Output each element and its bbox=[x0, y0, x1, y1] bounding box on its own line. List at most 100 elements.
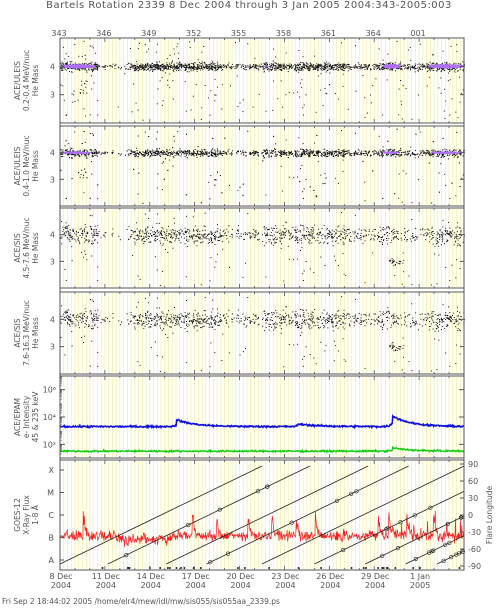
data-point bbox=[237, 65, 239, 67]
data-point bbox=[105, 232, 107, 234]
data-point bbox=[130, 149, 132, 151]
data-point bbox=[339, 153, 341, 155]
data-point bbox=[152, 151, 154, 153]
data-point bbox=[163, 69, 165, 70]
density-core-mark bbox=[92, 65, 94, 68]
data-point bbox=[185, 65, 187, 67]
data-point bbox=[290, 151, 292, 153]
data-point bbox=[157, 67, 159, 69]
data-point bbox=[175, 235, 177, 237]
data-point bbox=[146, 64, 148, 66]
data-point bbox=[283, 150, 285, 152]
data-point bbox=[443, 153, 445, 155]
data-point bbox=[172, 152, 174, 154]
data-point bbox=[382, 149, 384, 151]
data-point bbox=[215, 68, 217, 70]
data-point bbox=[363, 64, 365, 66]
density-core-mark bbox=[437, 151, 440, 154]
data-point bbox=[202, 69, 204, 71]
data-point bbox=[262, 66, 263, 68]
data-point bbox=[424, 152, 426, 154]
data-point bbox=[328, 62, 330, 64]
data-point bbox=[383, 68, 385, 70]
data-point bbox=[208, 155, 210, 157]
data-point bbox=[283, 67, 285, 69]
data-point bbox=[215, 179, 217, 181]
data-point bbox=[158, 152, 160, 154]
density-core-mark bbox=[436, 151, 438, 154]
data-point bbox=[245, 65, 247, 67]
data-point bbox=[415, 150, 417, 151]
data-point bbox=[444, 88, 446, 90]
data-point bbox=[432, 62, 434, 64]
data-point bbox=[302, 151, 304, 153]
data-point bbox=[360, 151, 362, 153]
data-point bbox=[309, 153, 311, 155]
data-point bbox=[296, 70, 298, 71]
data-point bbox=[74, 131, 76, 133]
data-point bbox=[340, 68, 342, 70]
data-point bbox=[299, 69, 300, 71]
data-point bbox=[308, 66, 310, 68]
data-point bbox=[440, 163, 442, 165]
data-point bbox=[396, 128, 398, 130]
data-point bbox=[444, 61, 446, 63]
data-point bbox=[204, 67, 206, 69]
data-point bbox=[329, 84, 331, 86]
data-point bbox=[183, 66, 185, 68]
data-point bbox=[193, 65, 195, 67]
data-point bbox=[186, 66, 187, 68]
data-point bbox=[62, 69, 64, 71]
data-point bbox=[253, 155, 255, 156]
data-point bbox=[262, 155, 264, 156]
data-point bbox=[300, 152, 302, 154]
data-point bbox=[94, 154, 96, 156]
density-core-mark bbox=[386, 64, 389, 69]
data-point bbox=[349, 68, 351, 70]
data-point bbox=[150, 67, 152, 69]
data-point bbox=[318, 151, 320, 153]
data-point bbox=[334, 177, 336, 179]
data-point bbox=[382, 156, 383, 158]
data-point bbox=[410, 59, 412, 61]
data-point bbox=[159, 155, 161, 156]
data-point bbox=[400, 150, 402, 151]
data-point bbox=[367, 155, 369, 157]
data-point bbox=[428, 154, 430, 156]
data-point bbox=[338, 151, 340, 153]
data-point bbox=[64, 63, 66, 65]
data-point bbox=[378, 151, 380, 153]
data-point bbox=[324, 151, 326, 153]
data-point bbox=[196, 68, 198, 70]
data-point bbox=[293, 177, 295, 179]
data-point bbox=[97, 69, 99, 71]
data-point bbox=[338, 64, 340, 66]
data-point bbox=[431, 202, 433, 204]
data-point bbox=[400, 148, 402, 150]
data-point bbox=[297, 154, 299, 156]
data-point bbox=[419, 43, 421, 45]
data-point bbox=[417, 153, 419, 155]
data-point bbox=[137, 48, 139, 50]
data-point bbox=[193, 153, 194, 155]
data-point bbox=[138, 172, 140, 174]
data-point bbox=[154, 64, 156, 66]
data-point bbox=[87, 153, 89, 155]
data-point bbox=[325, 238, 327, 240]
data-point bbox=[179, 148, 181, 150]
data-point bbox=[144, 44, 146, 46]
data-point bbox=[81, 84, 83, 86]
data-point bbox=[453, 154, 455, 156]
data-point bbox=[290, 152, 291, 154]
data-point bbox=[296, 156, 298, 158]
data-point bbox=[364, 66, 366, 68]
density-core-mark bbox=[68, 151, 70, 154]
data-point bbox=[178, 154, 180, 156]
data-point bbox=[341, 155, 343, 157]
data-point bbox=[89, 149, 91, 151]
data-point bbox=[286, 153, 288, 155]
data-point bbox=[400, 61, 402, 63]
data-point bbox=[71, 71, 73, 73]
data-point bbox=[417, 94, 419, 96]
data-point bbox=[359, 66, 361, 68]
